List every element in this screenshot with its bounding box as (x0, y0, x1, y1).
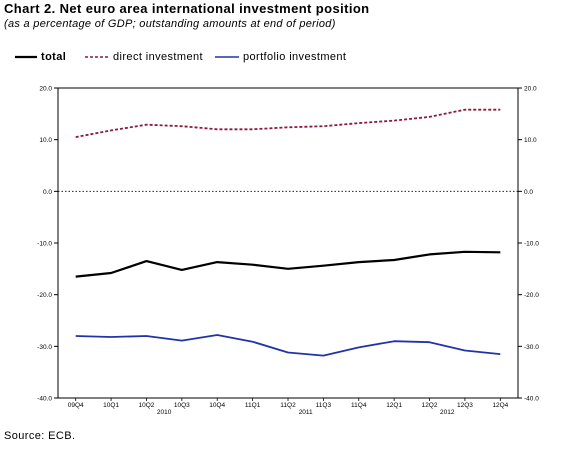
x-tick-label: 11Q2 (280, 402, 296, 409)
y-tick-label-left: -30.0 (37, 344, 52, 351)
plot-frame (57, 87, 519, 399)
y-tick-label-right: 10.0 (524, 137, 537, 144)
legend-label-direct-investment: direct investment (113, 51, 203, 63)
legend-label-total: total (41, 51, 67, 63)
chart-title: Chart 2. Net euro area international inv… (4, 1, 370, 16)
x-tick-label: 11Q4 (351, 402, 367, 409)
legend-swatch-portfolio-investment (215, 56, 239, 58)
legend-item-portfolio-investment: portfolio investment (215, 51, 346, 63)
y-tick-label-right: 0.0 (524, 189, 533, 196)
x-year-label: 2011 (299, 409, 313, 416)
x-tick-label: 11Q1 (245, 402, 261, 409)
legend-swatch-total (15, 55, 37, 59)
y-tick-label-left: -10.0 (37, 241, 52, 248)
x-year-label: 2010 (157, 409, 172, 416)
x-tick-label: 10Q4 (209, 402, 225, 409)
x-tick-label: 10Q1 (103, 402, 119, 409)
y-tick-label-left: 10.0 (39, 137, 52, 144)
legend-item-total: total (15, 51, 66, 63)
x-tick-label: 11Q3 (316, 402, 332, 409)
legend-item-direct-investment: direct investment (85, 51, 203, 63)
x-tick-label: 12Q2 (422, 402, 438, 409)
series-line-total (75, 250, 501, 278)
x-tick-label: 12Q4 (492, 402, 508, 409)
y-tick-label-right: 20.0 (524, 86, 537, 93)
series-line-direct-investment (75, 108, 501, 138)
y-tick-label-left: -40.0 (37, 396, 52, 403)
y-tick-label-left: 0.0 (43, 189, 52, 196)
y-tick-label-right: -30.0 (524, 344, 539, 351)
legend-label-portfolio-investment: portfolio investment (243, 51, 347, 63)
y-tick-label-left: 20.0 (39, 86, 52, 93)
x-tick-label: 12Q3 (457, 402, 473, 409)
y-tick-label-right: -10.0 (524, 241, 539, 248)
y-tick-label-right: -20.0 (524, 292, 539, 299)
source-note: Source: ECB. (4, 430, 76, 442)
x-tick-label: 10Q2 (139, 402, 155, 409)
chart-subtitle: (as a percentage of GDP; outstanding amo… (4, 18, 336, 30)
x-tick-label: 10Q3 (174, 402, 190, 409)
y-tick-label-right: -40.0 (524, 396, 539, 403)
series-line-portfolio-investment (75, 334, 501, 357)
y-tick-label-left: -20.0 (37, 292, 52, 299)
x-tick-label: 09Q4 (68, 402, 84, 409)
x-year-label: 2012 (440, 409, 455, 416)
legend-swatch-direct-investment (85, 56, 109, 58)
x-tick-label: 12Q1 (386, 402, 402, 409)
